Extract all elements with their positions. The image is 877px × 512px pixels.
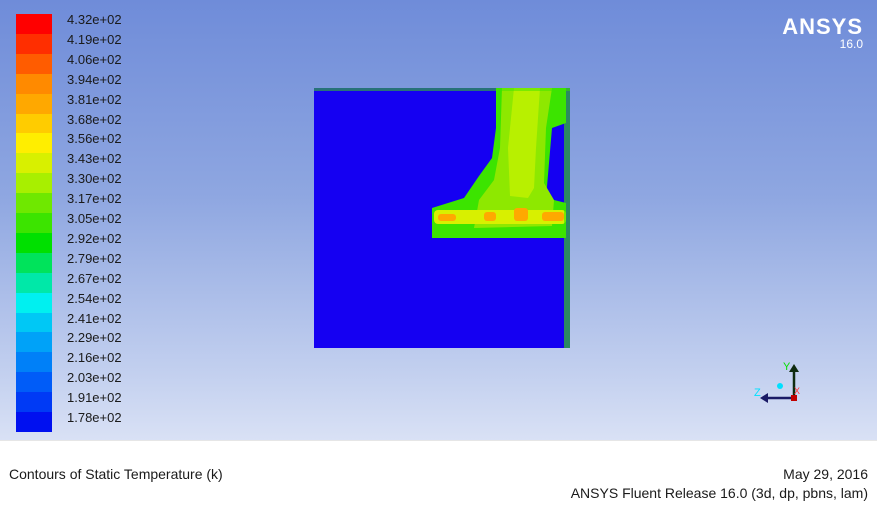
legend-tick-label: 2.92e+02: [67, 230, 122, 246]
heat-source-band: [434, 210, 566, 224]
legend-swatch: [16, 372, 52, 393]
legend-swatch: [16, 14, 52, 34]
legend-tick-label: 3.81e+02: [67, 91, 122, 107]
ansys-logo-version: 16.0: [839, 37, 863, 51]
legend-swatch: [16, 93, 52, 114]
ansys-logo: ANSYS 16.0: [782, 14, 863, 51]
plot-date: May 29, 2016: [783, 466, 868, 482]
legend-tick-label: 2.54e+02: [67, 290, 122, 306]
plot-footer: Contours of Static Temperature (k) May 2…: [0, 440, 877, 512]
x-axis-label: X: [794, 386, 800, 396]
legend-tick-label: 3.43e+02: [67, 151, 122, 167]
axis-triad[interactable]: Y Z X: [752, 360, 802, 406]
legend-tick-label: 2.16e+02: [67, 350, 122, 366]
legend-tick-label: 2.29e+02: [67, 330, 122, 346]
legend-swatch: [16, 173, 52, 194]
z-axis-arrow: [760, 393, 768, 403]
legend-tick-label: 3.68e+02: [67, 111, 122, 127]
legend-swatch: [16, 352, 52, 373]
top-boundary-layer: [314, 88, 570, 91]
plot-release-info: ANSYS Fluent Release 16.0 (3d, dp, pbns,…: [570, 485, 868, 501]
legend-tick-label: 1.78e+02: [67, 410, 122, 425]
heat-source-hotspot: [514, 208, 528, 221]
plot-title: Contours of Static Temperature (k): [9, 466, 223, 482]
legend-tick-label: 2.03e+02: [67, 370, 122, 386]
legend-swatch: [16, 73, 52, 94]
legend-swatch: [16, 113, 52, 134]
y-axis-arrow: [789, 364, 799, 372]
legend-tick-label: 4.19e+02: [67, 31, 122, 47]
legend-tick-label: 1.91e+02: [67, 390, 122, 406]
legend-swatch: [16, 292, 52, 313]
legend-tick-label: 2.67e+02: [67, 270, 122, 286]
legend-tick-label: 3.17e+02: [67, 191, 122, 207]
legend-swatch: [16, 412, 52, 432]
heat-source-hotspot: [438, 214, 456, 221]
legend-swatch: [16, 53, 52, 74]
temperature-contour-plot: [314, 88, 570, 348]
legend-tick-label: 3.94e+02: [67, 71, 122, 87]
plume-core-region: [508, 88, 540, 198]
legend-tick-label: 3.56e+02: [67, 131, 122, 147]
z-axis-label: Z: [754, 387, 761, 399]
heat-source-hotspot: [484, 212, 496, 221]
legend-tick-label: 2.79e+02: [67, 250, 122, 266]
ansys-logo-name: ANSYS: [782, 14, 863, 39]
legend-swatch: [16, 193, 52, 214]
legend-tick-label: 3.30e+02: [67, 171, 122, 187]
legend-tick-label: 3.05e+02: [67, 211, 122, 226]
legend-swatch: [16, 232, 52, 253]
legend-swatch: [16, 312, 52, 333]
legend-tick-label: 4.06e+02: [67, 51, 122, 67]
legend-swatch: [16, 153, 52, 174]
legend-swatch: [16, 252, 52, 273]
legend-swatch: [16, 392, 52, 413]
legend-swatch: [16, 213, 52, 233]
y-axis-label: Y: [783, 361, 791, 373]
x-axis-marker: [791, 395, 797, 401]
legend-swatch: [16, 272, 52, 293]
right-boundary-layer: [564, 88, 570, 348]
legend-tick-label: 2.41e+02: [67, 310, 122, 326]
view-point-dot: [777, 383, 783, 389]
legend-swatch: [16, 332, 52, 353]
legend-swatch: [16, 33, 52, 54]
legend-tick-label: 4.32e+02: [67, 12, 122, 27]
graphics-viewport[interactable]: 4.32e+02 4.19e+02 4.06e+02 3.94e+02 3.81e+02…: [0, 0, 877, 440]
heat-source-hotspot: [542, 212, 564, 221]
legend-swatch: [16, 133, 52, 154]
